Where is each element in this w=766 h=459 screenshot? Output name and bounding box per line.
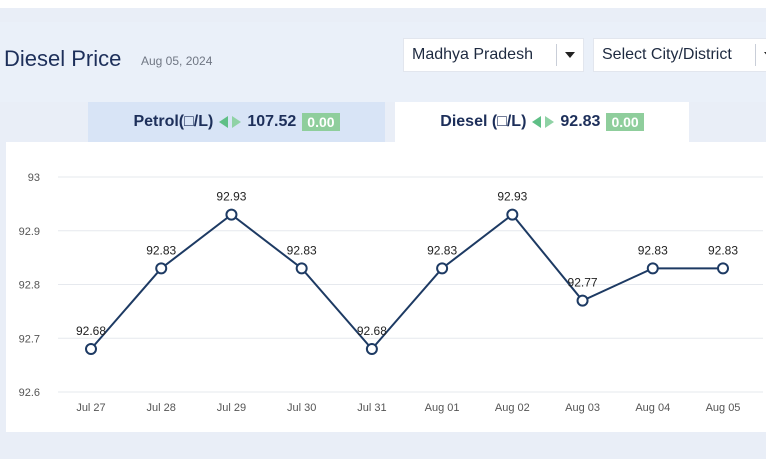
data-label: 92.93 [216, 190, 246, 204]
x-tick-label: Jul 29 [217, 402, 246, 414]
chart-panel: 93 92.9 92.8 92.7 92.6 Jul 27 Jul 28 Jul 29 Jul … [6, 142, 766, 432]
x-tick-label: Aug 01 [425, 402, 460, 414]
data-point[interactable] [225, 208, 238, 221]
data-point[interactable] [576, 294, 589, 307]
tab-petrol-label: Petrol(□/L) [133, 113, 214, 130]
tab-petrol-change-badge: 0.00 [302, 113, 340, 131]
data-point[interactable] [365, 343, 378, 355]
data-label: 92.83 [638, 243, 668, 257]
y-tick-label: 92.8 [19, 280, 40, 292]
tab-diesel-price: 92.83 [560, 113, 601, 130]
data-point[interactable] [646, 262, 659, 275]
select-separator [556, 44, 557, 66]
data-label: 92.68 [76, 324, 106, 338]
left-right-arrows-icon [219, 116, 242, 128]
state-select[interactable]: Madhya Pradesh [403, 38, 584, 72]
data-label: 92.83 [708, 243, 738, 257]
data-label: 92.93 [497, 190, 527, 204]
x-tick-label: Jul 31 [357, 402, 386, 414]
data-point[interactable] [155, 262, 168, 275]
data-label: 92.83 [427, 243, 457, 257]
x-tick-label: Jul 28 [147, 402, 176, 414]
y-tick-label: 92.7 [19, 333, 40, 345]
data-label: 92.83 [287, 243, 317, 257]
data-point[interactable] [436, 262, 449, 275]
top-strip [0, 0, 766, 8]
y-tick-label: 92.9 [19, 226, 40, 238]
x-tick-label: Aug 02 [495, 402, 530, 414]
y-tick-label: 93 [28, 172, 40, 184]
tab-diesel-change-badge: 0.00 [606, 113, 644, 131]
data-point[interactable] [85, 343, 97, 355]
data-label: 92.83 [146, 243, 176, 257]
x-tick-label: Aug 03 [565, 402, 600, 414]
tab-diesel-label: Diesel (□/L) [440, 113, 527, 130]
price-line-chart: 93 92.9 92.8 92.7 92.6 Jul 27 Jul 28 Jul 29 Jul … [19, 172, 763, 414]
x-tick-label: Jul 27 [76, 402, 105, 414]
select-separator [755, 44, 756, 66]
tab-petrol[interactable]: Petrol(□/L) 107.52 0.00 [88, 102, 385, 142]
city-select[interactable]: Select City/District [593, 38, 766, 72]
chevron-down-icon[interactable] [557, 52, 583, 58]
page-title: Diesel Price [4, 46, 122, 71]
x-tick-label: Jul 30 [287, 402, 316, 414]
x-tick-label: Aug 05 [706, 402, 741, 414]
data-point[interactable] [295, 262, 308, 275]
data-point[interactable] [717, 262, 729, 275]
series-line [90, 213, 723, 351]
tab-petrol-price: 107.52 [247, 113, 297, 130]
city-select-value: Select City/District [602, 46, 732, 63]
chevron-down-icon[interactable] [756, 52, 766, 58]
x-tick-label: Aug 04 [635, 402, 670, 414]
tab-diesel[interactable]: Diesel (□/L) 92.83 0.00 [395, 102, 689, 142]
bottom-strip [0, 432, 766, 459]
data-point[interactable] [506, 208, 519, 221]
left-right-arrows-icon [532, 116, 555, 128]
data-label: 92.68 [357, 324, 387, 338]
y-tick-label: 92.6 [19, 387, 40, 399]
data-label: 92.77 [568, 276, 598, 290]
page-date: Aug 05, 2024 [141, 54, 213, 68]
state-select-value: Madhya Pradesh [412, 46, 533, 63]
